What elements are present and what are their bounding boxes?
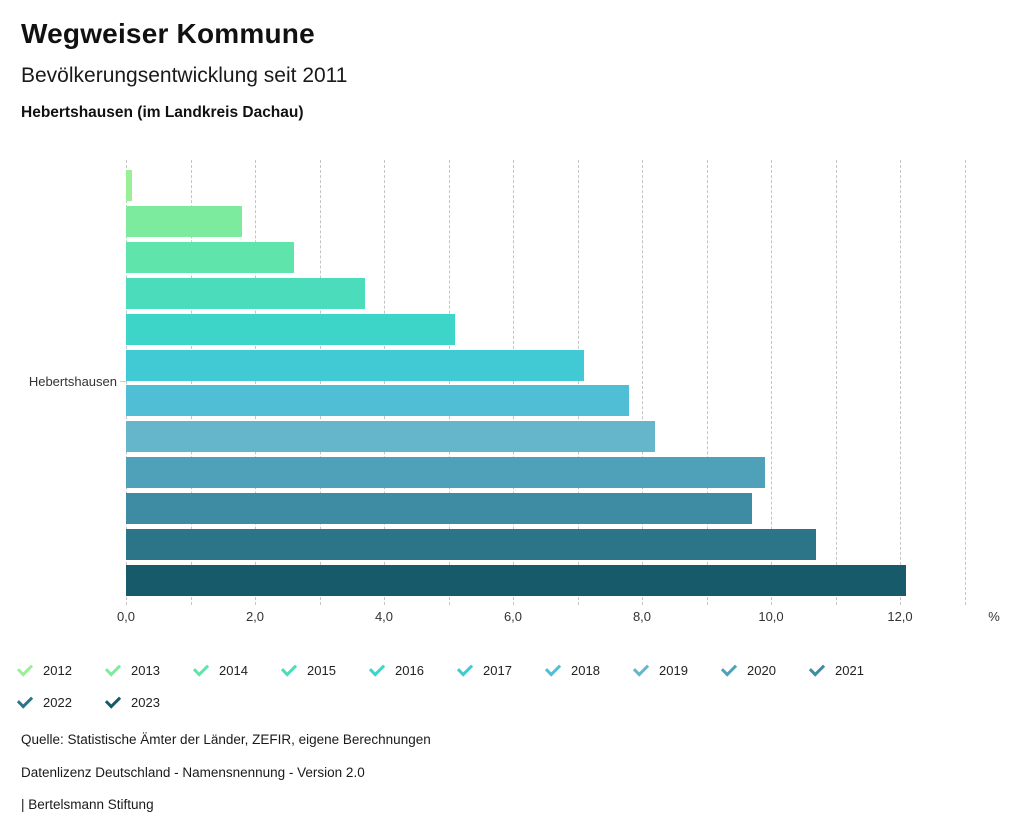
- x-axis-tick-label: 4,0: [374, 609, 394, 624]
- legend-item-2012[interactable]: 2012: [14, 654, 102, 686]
- gridline: [319, 160, 321, 605]
- check-icon: [808, 659, 826, 677]
- check-icon: [720, 659, 738, 677]
- legend: 2012 2013 2014 2015 2016 2017 2018 2019 2020 2021…: [14, 654, 906, 718]
- check-icon: [104, 691, 122, 709]
- legend-item-label: 2017: [483, 662, 512, 678]
- gridline: [384, 160, 385, 605]
- x-axis-tick-label: 2,0: [245, 609, 265, 624]
- gridline: [835, 160, 837, 605]
- check-icon: [280, 659, 298, 677]
- gridline: [900, 160, 901, 605]
- legend-item-2022[interactable]: 2022: [14, 686, 102, 718]
- check-icon: [104, 659, 122, 677]
- x-axis-tick-label: 0,0: [116, 609, 136, 624]
- bar-2023[interactable]: [126, 564, 907, 596]
- bar-2022[interactable]: [126, 529, 817, 560]
- legend-item-label: 2012: [43, 662, 72, 678]
- gridline: [706, 160, 708, 605]
- gridline: [771, 160, 772, 605]
- gridline: [190, 160, 192, 605]
- legend-item-label: 2022: [43, 694, 72, 710]
- license-text: Datenlizenz Deutschland - Namensnennung …: [21, 764, 365, 780]
- legend-item-2021[interactable]: 2021: [806, 654, 894, 686]
- legend-item-label: 2013: [131, 662, 160, 678]
- bar-2015[interactable]: [126, 277, 365, 309]
- legend-item-2017[interactable]: 2017: [454, 654, 542, 686]
- legend-item-label: 2018: [571, 662, 600, 678]
- chart-location-subtitle: Hebertshausen (im Landkreis Dachau): [21, 104, 304, 121]
- legend-item-label: 2016: [395, 662, 424, 678]
- legend-item-2019[interactable]: 2019: [630, 654, 718, 686]
- legend-item-2013[interactable]: 2013: [102, 654, 190, 686]
- bar-2019[interactable]: [126, 421, 655, 453]
- source-text: Quelle: Statistische Ämter der Länder, Z…: [21, 732, 431, 747]
- legend-item-label: 2023: [131, 694, 160, 710]
- check-icon: [368, 659, 386, 677]
- bar-2014[interactable]: [126, 241, 294, 273]
- gridline: [964, 160, 966, 605]
- check-icon: [456, 659, 474, 677]
- x-axis-unit-label: %: [988, 609, 1000, 624]
- legend-item-2023[interactable]: 2023: [102, 686, 190, 718]
- bar-2017[interactable]: [126, 349, 584, 381]
- legend-item-2018[interactable]: 2018: [542, 654, 630, 686]
- legend-item-label: 2019: [659, 662, 688, 678]
- check-icon: [544, 659, 562, 677]
- chart-title: Bevölkerungsentwicklung seit 2011: [21, 64, 348, 87]
- x-axis-tick-label: 10,0: [758, 609, 784, 624]
- gridline: [448, 160, 450, 605]
- bar-2012[interactable]: [126, 170, 133, 201]
- x-axis-tick-label: 6,0: [503, 609, 523, 624]
- x-axis-tick-label: 8,0: [632, 609, 652, 624]
- check-icon: [632, 659, 650, 677]
- x-axis-tick-label: 12,0: [887, 609, 913, 624]
- gridline: [126, 160, 127, 605]
- gridline: [642, 160, 643, 605]
- check-icon: [16, 659, 34, 677]
- gridline: [577, 160, 579, 605]
- legend-item-2014[interactable]: 2014: [190, 654, 278, 686]
- check-icon: [16, 691, 34, 709]
- legend-item-2020[interactable]: 2020: [718, 654, 806, 686]
- page-title: Wegweiser Kommune: [21, 18, 315, 49]
- y-axis-category-label: Hebertshausen: [28, 374, 117, 389]
- bar-2013[interactable]: [126, 205, 243, 237]
- gridline: [513, 160, 514, 605]
- y-axis-tick: [120, 381, 126, 382]
- bar-2021[interactable]: [126, 493, 752, 525]
- bar-2018[interactable]: [126, 385, 630, 417]
- gridline: [255, 160, 256, 605]
- legend-item-label: 2014: [219, 662, 248, 678]
- footer: Quelle: Statistische Ämter der Länder, Z…: [21, 732, 431, 830]
- legend-item-label: 2020: [747, 662, 776, 678]
- bar-2016[interactable]: [126, 313, 455, 345]
- legend-item-2015[interactable]: 2015: [278, 654, 366, 686]
- check-icon: [192, 659, 210, 677]
- legend-item-label: 2021: [835, 662, 864, 678]
- legend-item-2016[interactable]: 2016: [366, 654, 454, 686]
- bar-2020[interactable]: [126, 457, 765, 489]
- legend-item-label: 2015: [307, 662, 336, 678]
- attribution-text: | Bertelsmann Stiftung: [21, 797, 154, 812]
